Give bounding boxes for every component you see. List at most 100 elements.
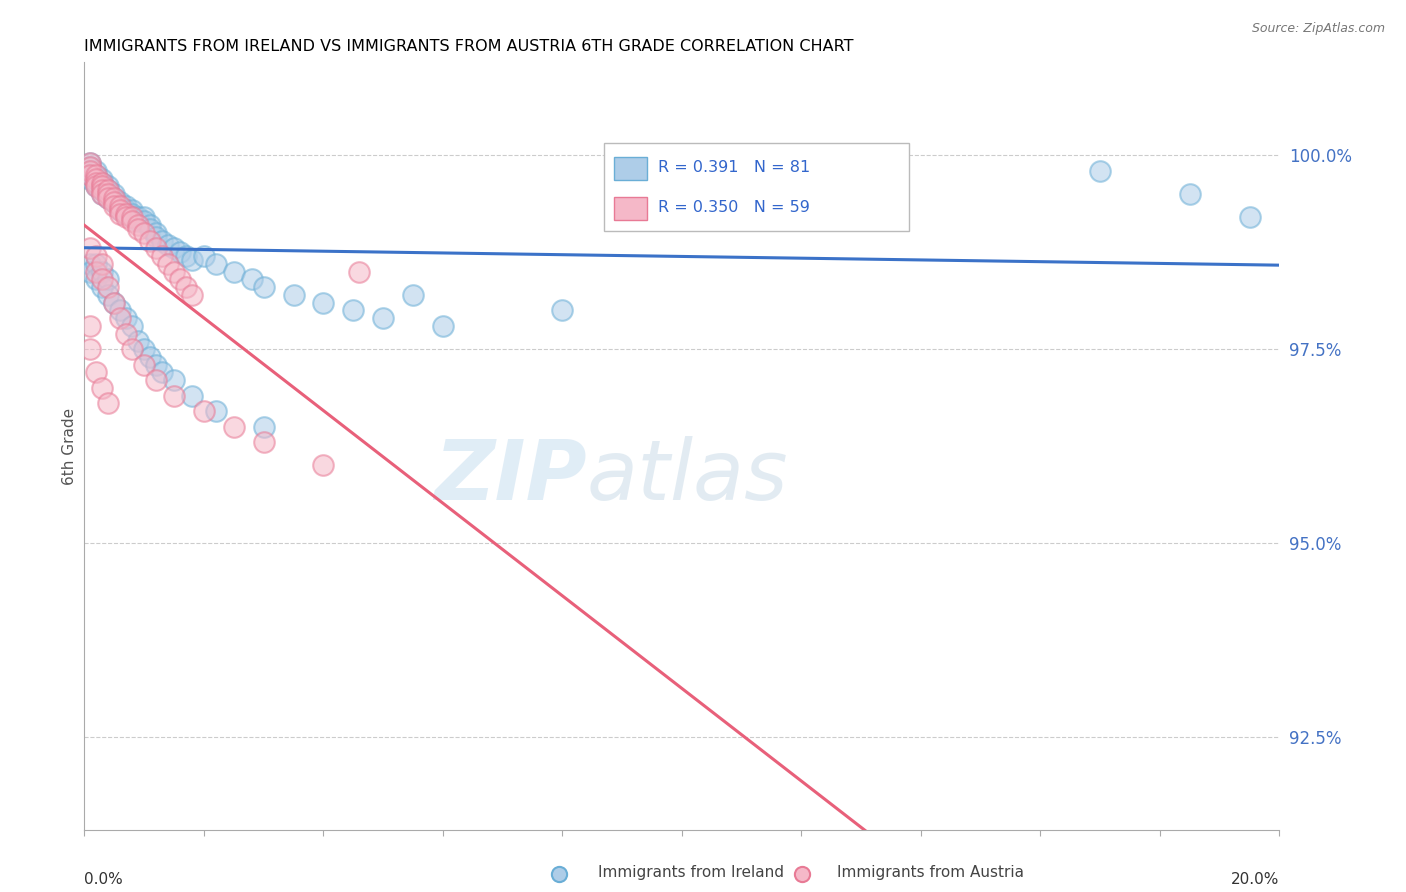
Point bbox=[79, 257, 101, 271]
Text: ZIP: ZIP bbox=[433, 436, 586, 517]
Point bbox=[127, 334, 149, 349]
Point bbox=[91, 381, 114, 395]
Point bbox=[97, 288, 120, 302]
Point bbox=[110, 199, 132, 213]
Point bbox=[91, 176, 114, 190]
Point bbox=[86, 179, 108, 194]
Point bbox=[115, 206, 138, 220]
Point bbox=[127, 218, 149, 232]
Point bbox=[121, 211, 143, 225]
Point bbox=[103, 295, 125, 310]
Point bbox=[127, 214, 149, 228]
Point bbox=[145, 241, 167, 255]
Point bbox=[79, 342, 101, 356]
Point bbox=[349, 265, 371, 279]
Point bbox=[181, 288, 204, 302]
Point bbox=[86, 249, 108, 263]
Point bbox=[163, 265, 186, 279]
Point bbox=[193, 249, 215, 263]
Point bbox=[1090, 164, 1112, 178]
Point bbox=[115, 206, 138, 220]
Point bbox=[97, 396, 120, 410]
Point bbox=[127, 211, 149, 225]
Point bbox=[97, 191, 120, 205]
Point bbox=[91, 257, 114, 271]
Point bbox=[110, 199, 132, 213]
Point bbox=[132, 226, 156, 240]
Point bbox=[79, 156, 101, 170]
Text: Source: ZipAtlas.com: Source: ZipAtlas.com bbox=[1251, 22, 1385, 36]
Point bbox=[91, 272, 114, 286]
Point bbox=[402, 288, 425, 302]
Point bbox=[103, 295, 125, 310]
Point bbox=[86, 272, 108, 286]
Point bbox=[110, 202, 132, 217]
Point bbox=[312, 458, 335, 473]
Text: 0.0%: 0.0% bbox=[84, 871, 124, 887]
Point bbox=[432, 318, 454, 333]
Point bbox=[86, 171, 108, 186]
Point bbox=[312, 295, 335, 310]
Point bbox=[91, 280, 114, 294]
Point bbox=[97, 272, 120, 286]
Point bbox=[121, 318, 143, 333]
Text: 20.0%: 20.0% bbox=[1232, 871, 1279, 887]
Point bbox=[79, 164, 101, 178]
Point bbox=[132, 358, 156, 372]
Point bbox=[139, 350, 162, 364]
Point bbox=[283, 288, 305, 302]
Point bbox=[1239, 211, 1261, 225]
Point bbox=[115, 326, 138, 341]
Point bbox=[174, 249, 197, 263]
Point bbox=[79, 160, 101, 174]
Point bbox=[86, 176, 108, 190]
Point bbox=[97, 187, 120, 202]
Point bbox=[205, 257, 228, 271]
Point bbox=[163, 389, 186, 403]
Point bbox=[103, 191, 125, 205]
Point bbox=[121, 342, 143, 356]
Point bbox=[551, 303, 574, 318]
Point bbox=[79, 160, 101, 174]
Point bbox=[86, 171, 108, 186]
Point bbox=[181, 253, 204, 268]
FancyBboxPatch shape bbox=[614, 196, 647, 219]
Point bbox=[91, 183, 114, 197]
Point bbox=[222, 265, 245, 279]
Point bbox=[163, 241, 186, 255]
Point bbox=[139, 234, 162, 248]
Point bbox=[145, 229, 167, 244]
Point bbox=[150, 365, 173, 379]
Point bbox=[193, 404, 215, 418]
Point bbox=[79, 168, 101, 182]
Point bbox=[240, 272, 263, 286]
Point bbox=[548, 867, 571, 881]
Point bbox=[86, 176, 108, 190]
Point bbox=[1178, 187, 1201, 202]
Point bbox=[205, 404, 228, 418]
Text: atlas: atlas bbox=[586, 436, 787, 517]
Point bbox=[86, 265, 108, 279]
Point bbox=[79, 156, 101, 170]
Point bbox=[790, 867, 813, 881]
Point bbox=[91, 179, 114, 194]
Point bbox=[139, 222, 162, 236]
Text: R = 0.350   N = 59: R = 0.350 N = 59 bbox=[658, 200, 810, 215]
Point bbox=[91, 176, 114, 190]
Point bbox=[115, 311, 138, 326]
Point bbox=[91, 171, 114, 186]
Point bbox=[79, 164, 101, 178]
Point bbox=[115, 202, 138, 217]
Point bbox=[150, 234, 173, 248]
Point bbox=[79, 265, 101, 279]
Text: R = 0.391   N = 81: R = 0.391 N = 81 bbox=[658, 160, 810, 175]
Point bbox=[145, 373, 167, 387]
Point bbox=[103, 194, 125, 209]
Point bbox=[103, 194, 125, 209]
Point bbox=[127, 222, 149, 236]
Y-axis label: 6th Grade: 6th Grade bbox=[62, 408, 77, 484]
Point bbox=[132, 214, 156, 228]
Point bbox=[253, 280, 276, 294]
Point bbox=[91, 187, 114, 202]
Point bbox=[86, 168, 108, 182]
